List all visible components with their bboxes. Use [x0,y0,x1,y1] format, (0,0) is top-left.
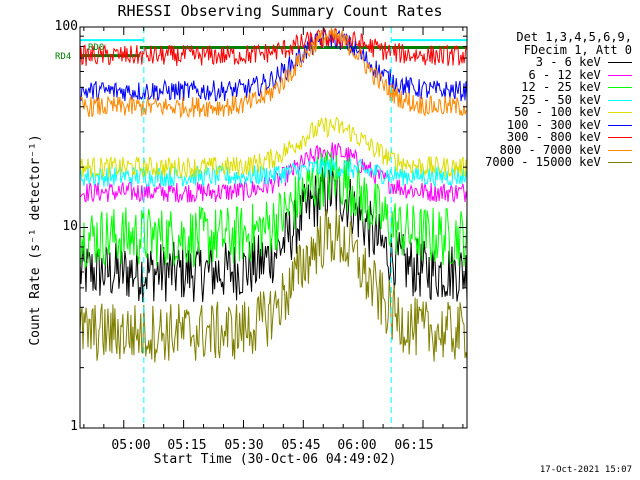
legend-entry: 7000 - 15000 keV [485,156,632,169]
series-line-1 [79,142,468,204]
legend-swatch [608,99,632,101]
legend-header: Det 1,3,4,5,6,9, [516,30,632,44]
legend-label: 800 - 7000 keV [499,142,608,157]
legend-label: 6 - 12 keV [528,67,608,82]
chart-title: RHESSI Observing Summary Count Rates [117,2,443,20]
legend-swatch [608,162,632,163]
legend-swatch [608,124,632,126]
x-tick-label: 06:15 [394,438,434,453]
legend-entry: 100 - 300 keV [485,117,632,132]
rd4-label: RD4 [55,52,72,62]
legend-label: 100 - 300 keV [506,117,608,132]
legend-entry: 25 - 50 keV [485,92,632,107]
x-tick-label: 05:30 [224,438,264,453]
series-line-7 [79,26,468,119]
legend-swatch [608,137,632,138]
legend-entry: 3 - 6 keV [485,56,632,69]
rd0-label: RD0 [88,43,105,53]
legend-label: 300 - 800 keV [506,130,608,144]
legend-label: 12 - 25 keV [521,80,608,94]
legend-label: 7000 - 15000 keV [485,155,608,169]
legend-label: 50 - 100 keV [514,105,608,119]
y-tick-label: 1 [70,419,78,434]
legend-entry: 50 - 100 keV [485,106,632,119]
x-axis-title: Start Time (30-Oct-06 04:49:02) [153,452,397,467]
generated-date: 17-Oct-2021 15:07 [539,465,632,475]
series-line-2 [79,151,468,269]
legend: Det 1,3,4,5,6,9, FDecim 1, Att 0 3 - 6 k… [485,31,632,169]
x-tick-label: 05:45 [281,438,321,453]
legend-entry: 12 - 25 keV [485,81,632,94]
y-tick-label: 100 [54,19,78,34]
series-line-8 [79,209,468,363]
legend-swatch [608,74,632,76]
y-axis-title: Count Rate (s⁻¹ detector⁻¹) [28,134,43,346]
legend-entry: 6 - 12 keV [485,67,632,82]
legend-label: 25 - 50 keV [521,92,608,107]
legend-swatch [608,149,632,151]
legend-entry: 800 - 7000 keV [485,142,632,157]
y-tick-label: 10 [62,219,78,234]
legend-label: 3 - 6 keV [535,55,608,69]
legend-swatch [608,112,632,113]
series-line-6 [79,27,468,67]
x-tick-label: 06:00 [337,438,377,453]
x-tick-label: 05:15 [167,438,207,453]
legend-header: FDecim 1, Att 0 [523,42,632,57]
legend-swatch [608,62,632,63]
legend-swatch [608,87,632,88]
legend-entry: 300 - 800 keV [485,131,632,144]
x-tick-label: 05:00 [111,438,151,453]
series-line-4 [79,116,468,180]
